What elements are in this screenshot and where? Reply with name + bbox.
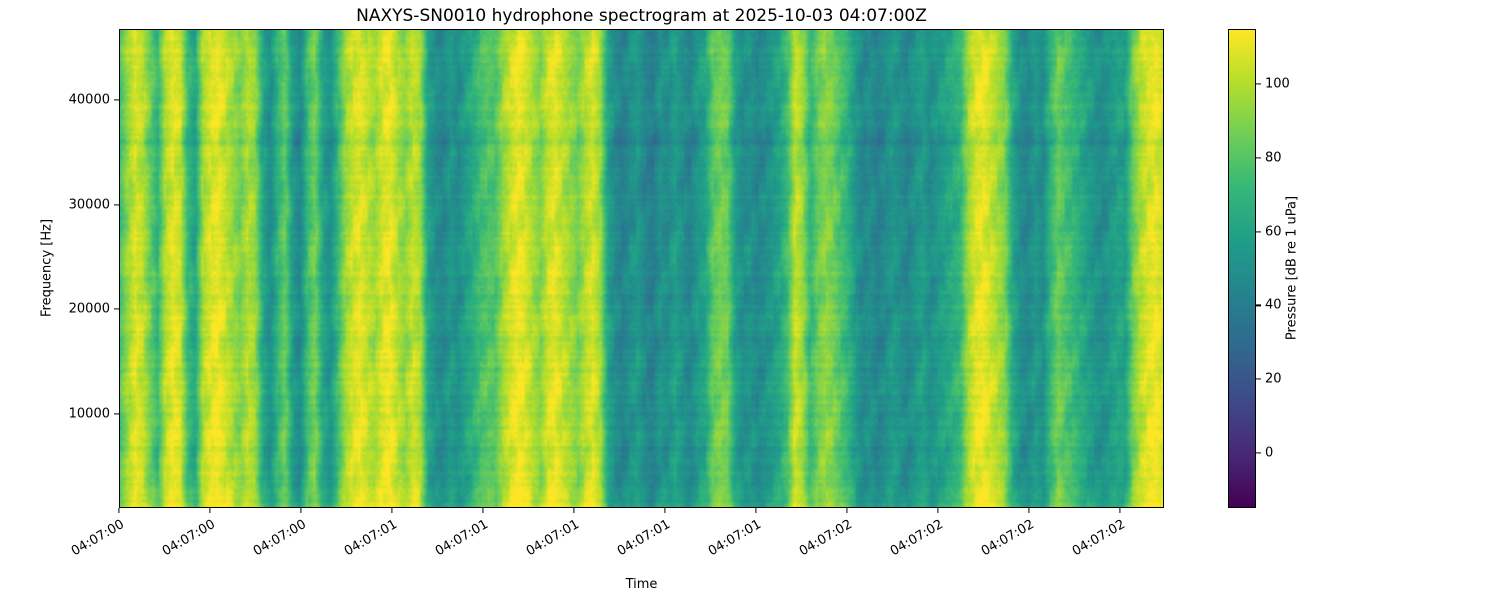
x-tick-label: 04:07:02 [1069, 517, 1128, 560]
chart-title: NAXYS-SN0010 hydrophone spectrogram at 2… [356, 6, 927, 26]
x-tick-label: 04:07:00 [250, 517, 309, 560]
x-tick-label: 04:07:02 [796, 517, 855, 560]
colorbar-tick-label: 40 [1265, 297, 1282, 313]
x-tick-label: 04:07:01 [341, 517, 400, 560]
x-tick-mark [391, 508, 393, 513]
x-tick-mark [664, 508, 666, 513]
colorbar-tick-mark [1256, 231, 1261, 233]
colorbar-tick-label: 100 [1265, 76, 1290, 92]
colorbar-tick-mark [1256, 83, 1261, 85]
colorbar-tick-label: 60 [1265, 224, 1282, 240]
x-axis-label: Time [625, 577, 658, 592]
colorbar-tick-label: 20 [1265, 371, 1282, 387]
colorbar-gradient [1228, 29, 1256, 508]
x-tick-label: 04:07:01 [614, 517, 673, 560]
x-tick-label: 04:07:02 [887, 517, 946, 560]
y-tick-label: 20000 [68, 301, 110, 317]
y-tick-label: 40000 [68, 92, 110, 108]
x-tick-mark [1028, 508, 1030, 513]
x-tick-label: 04:07:00 [68, 517, 127, 560]
x-tick-mark [755, 508, 757, 513]
x-tick-mark [573, 508, 575, 513]
colorbar-tick-mark [1256, 378, 1261, 380]
colorbar-tick-mark [1256, 452, 1261, 454]
x-tick-label: 04:07:00 [159, 517, 218, 560]
y-axis-label: Frequency [Hz] [39, 218, 55, 318]
y-tick-label: 30000 [68, 197, 110, 213]
x-tick-mark [1119, 508, 1121, 513]
x-tick-mark [209, 508, 211, 513]
colorbar-tick-label: 80 [1265, 150, 1282, 166]
x-tick-mark [937, 508, 939, 513]
colorbar-tick-label: 0 [1265, 445, 1274, 461]
x-tick-label: 04:07:01 [705, 517, 764, 560]
y-tick-mark [114, 413, 119, 415]
x-tick-mark [300, 508, 302, 513]
x-tick-label: 04:07:01 [523, 517, 582, 560]
y-tick-mark [114, 204, 119, 206]
x-tick-mark [118, 508, 120, 513]
colorbar-label: Pressure [dB re 1 uPa] [1284, 195, 1300, 341]
x-tick-label: 04:07:01 [432, 517, 491, 560]
x-tick-mark [482, 508, 484, 513]
y-tick-label: 10000 [68, 406, 110, 422]
y-tick-mark [114, 99, 119, 101]
x-tick-mark [846, 508, 848, 513]
x-tick-label: 04:07:02 [978, 517, 1037, 560]
colorbar-tick-mark [1256, 304, 1261, 306]
colorbar-tick-mark [1256, 157, 1261, 159]
y-tick-mark [114, 308, 119, 310]
spectrogram-heatmap [119, 29, 1164, 508]
